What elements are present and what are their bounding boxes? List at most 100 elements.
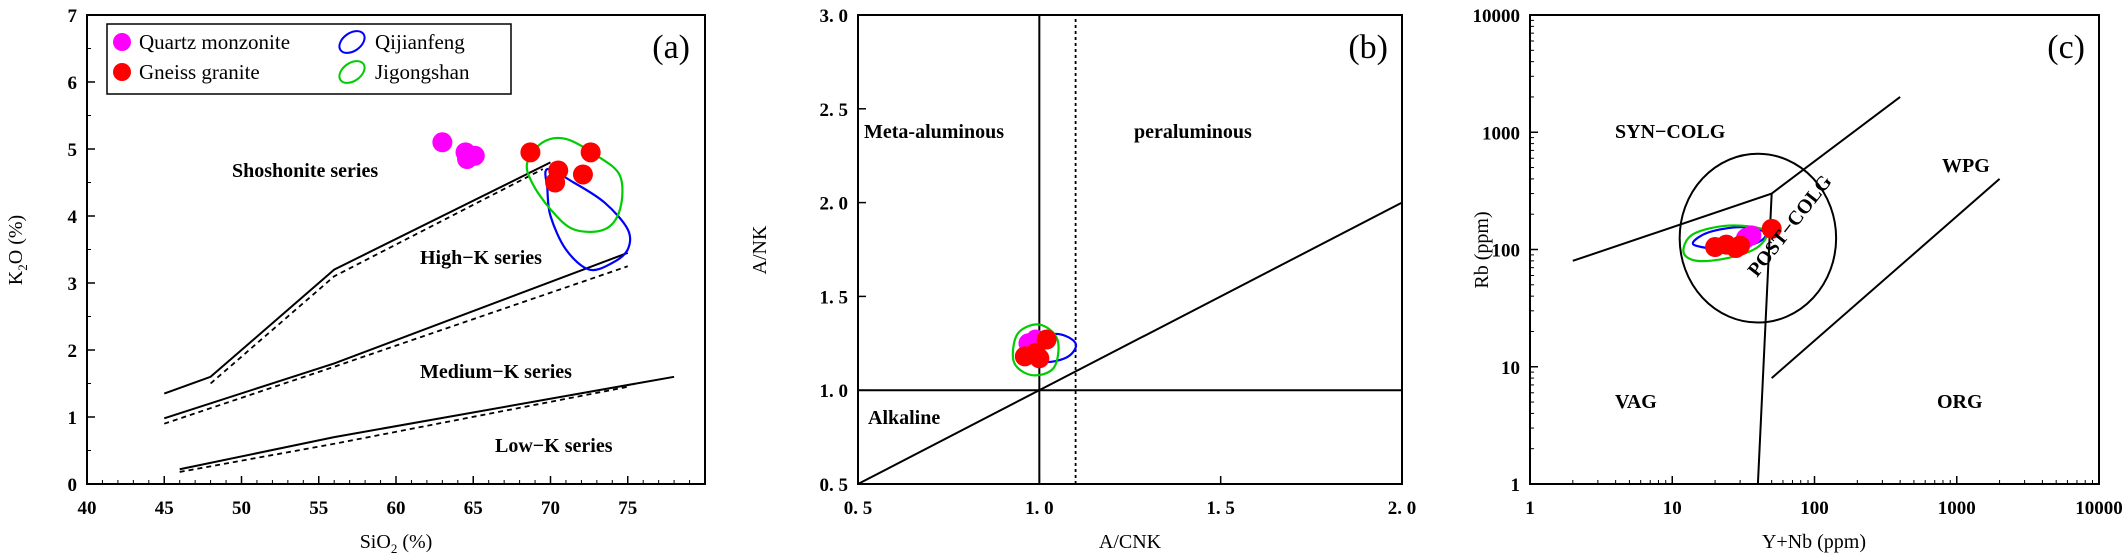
boundary-line	[163, 251, 629, 420]
y-tick-label: 1	[1511, 475, 1521, 496]
x-tick-label: 65	[464, 498, 483, 519]
x-tick-label: 70	[541, 498, 560, 519]
panel-c-outlines	[1682, 224, 1769, 263]
panel-c-annotation-wpg: WPG	[1942, 155, 1990, 177]
boundary-line-dashed	[179, 385, 628, 473]
panel-b-annotation-meta-aluminous: Meta-aluminous	[864, 121, 1004, 143]
x-tick-label: 10	[1663, 498, 1682, 519]
point-quartz-monzonite	[432, 132, 453, 153]
legend-label-quartz-monzonite: Quartz monzonite	[139, 30, 290, 54]
outline-jigongshan	[525, 136, 624, 234]
boundary-line-dashed	[210, 168, 544, 385]
point-gneiss-granite	[1761, 218, 1782, 239]
y-tick-label: 1. 0	[820, 381, 849, 402]
point-gneiss-granite	[580, 142, 601, 163]
panel-c-boundaries	[1572, 96, 2001, 485]
point-quartz-monzonite	[464, 145, 485, 166]
post-colg-field	[1678, 152, 1838, 324]
boundary-line	[179, 375, 675, 471]
panel-b-ticks: 0. 5 1. 0 1. 5 2. 0 0. 5 1. 0 1. 5 2. 0 2. 5 3. 0	[820, 6, 1417, 519]
y-tick-label: 7	[68, 6, 78, 27]
panel-b-points	[1014, 329, 1057, 369]
point-gneiss-granite	[545, 172, 566, 193]
panel-c-annotation-org: ORG	[1937, 391, 1983, 413]
x-tick-label: 10000	[2075, 498, 2123, 519]
legend-marker-quartz-monzonite	[113, 33, 131, 51]
panel-a-label: (a)	[652, 29, 690, 66]
x-tick-label: 50	[232, 498, 251, 519]
y-tick-label: 5	[68, 140, 78, 161]
x-tick-label: 55	[309, 498, 328, 519]
y-tick-label: 3	[68, 274, 78, 295]
y-tick-label: 2	[68, 341, 78, 362]
panel-c-annotation-vag: VAG	[1615, 391, 1657, 413]
legend-marker-jigongshan	[338, 60, 366, 84]
x-tick-label: 2. 0	[1388, 498, 1417, 519]
panel-a-annotation-lowk: Low−K series	[495, 435, 613, 457]
panel-a-boundaries	[163, 161, 675, 473]
panel-c-ticks: 1 10 100 1000 10000 1 10 100 1000 10000	[1473, 6, 2123, 519]
y-tick-label: 3. 0	[820, 6, 849, 27]
outline-qijianfeng	[1691, 226, 1768, 251]
outline-jigongshan	[1682, 224, 1769, 263]
boundary-line-dashed	[163, 265, 629, 425]
panel-a-annotation-shoshonite: Shoshonite series	[232, 160, 378, 182]
point-gneiss-granite	[520, 142, 541, 163]
panel-b-x-axis-title: A/CNK	[1099, 531, 1162, 553]
x-tick-label: 1. 0	[1025, 498, 1054, 519]
legend: Quartz monzonite Gneiss granite Qijianfe…	[106, 23, 512, 95]
panel-b-boundaries	[857, 15, 1403, 485]
point-gneiss-granite	[1029, 348, 1050, 369]
legend-label-jigongshan: Jigongshan	[375, 60, 470, 84]
boundary-line	[1756, 193, 1773, 485]
panel-b-label: (b)	[1348, 29, 1388, 66]
outline-jigongshan	[1011, 323, 1060, 377]
panel-c-frame	[1529, 14, 2100, 485]
legend-box	[106, 23, 512, 95]
panel-a-y-axis-title: K2O (%)	[5, 215, 30, 285]
panel-b: 0. 5 1. 0 1. 5 2. 0 0. 5 1. 0 1. 5 2. 0 2. 5 3. 0…	[749, 6, 1416, 553]
x-tick-label: 60	[387, 498, 406, 519]
y-tick-label: 1	[68, 408, 78, 429]
x-tick-label: 40	[78, 498, 97, 519]
panel-a-annotation-highk: High−K series	[420, 247, 542, 269]
legend-label-qijianfeng: Qijianfeng	[375, 30, 465, 54]
legend-marker-qijianfeng	[338, 30, 366, 54]
point-gneiss-granite	[1730, 235, 1751, 256]
panel-c-y-axis-title: Rb (ppm)	[1471, 211, 1493, 288]
point-gneiss-granite	[1036, 329, 1057, 350]
x-tick-label: 75	[618, 498, 637, 519]
panel-c: 1 10 100 1000 10000 1 10 100 1000 10000 (c) SYN−C…	[1471, 6, 2123, 553]
panel-a-points	[432, 132, 601, 193]
panel-c-annotation-post-colg: POST−COLG	[1744, 171, 1837, 281]
y-tick-label: 1. 5	[820, 287, 849, 308]
x-tick-label: 1000	[1938, 498, 1976, 519]
boundary-line	[857, 201, 1403, 485]
panel-a-annotation-mediumk: Medium−K series	[420, 361, 572, 383]
legend-marker-gneiss-granite	[113, 63, 131, 81]
y-tick-label: 6	[68, 73, 78, 94]
panel-c-x-axis-title: Y+Nb (ppm)	[1762, 531, 1866, 553]
y-tick-label: 0	[68, 475, 78, 496]
panel-b-frame	[857, 14, 1403, 485]
point-gneiss-granite	[572, 164, 593, 185]
panel-b-annotation-alkaline: Alkaline	[868, 407, 940, 429]
x-tick-label: 45	[155, 498, 174, 519]
boundary-line	[163, 161, 551, 395]
y-tick-label: 4	[68, 207, 78, 228]
panel-a-outlines	[525, 136, 632, 272]
x-tick-label: 1	[1525, 498, 1535, 519]
y-tick-label: 100	[1492, 241, 1521, 262]
panel-b-y-axis-title: A/NK	[749, 225, 771, 274]
x-tick-label: 100	[1800, 498, 1829, 519]
y-tick-label: 2. 0	[820, 194, 849, 215]
x-tick-label: 1. 5	[1206, 498, 1235, 519]
panel-c-annotation-syn-colg: SYN−COLG	[1615, 121, 1726, 143]
legend-label-gneiss-granite: Gneiss granite	[139, 60, 260, 84]
y-tick-label: 10000	[1473, 6, 1521, 27]
y-tick-label: 2. 5	[820, 100, 849, 121]
y-tick-label: 10	[1501, 358, 1520, 379]
